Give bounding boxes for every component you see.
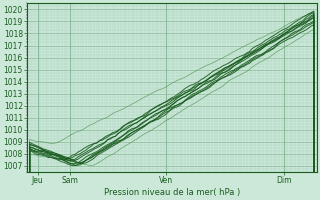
X-axis label: Pression niveau de la mer( hPa ): Pression niveau de la mer( hPa ) bbox=[104, 188, 240, 197]
